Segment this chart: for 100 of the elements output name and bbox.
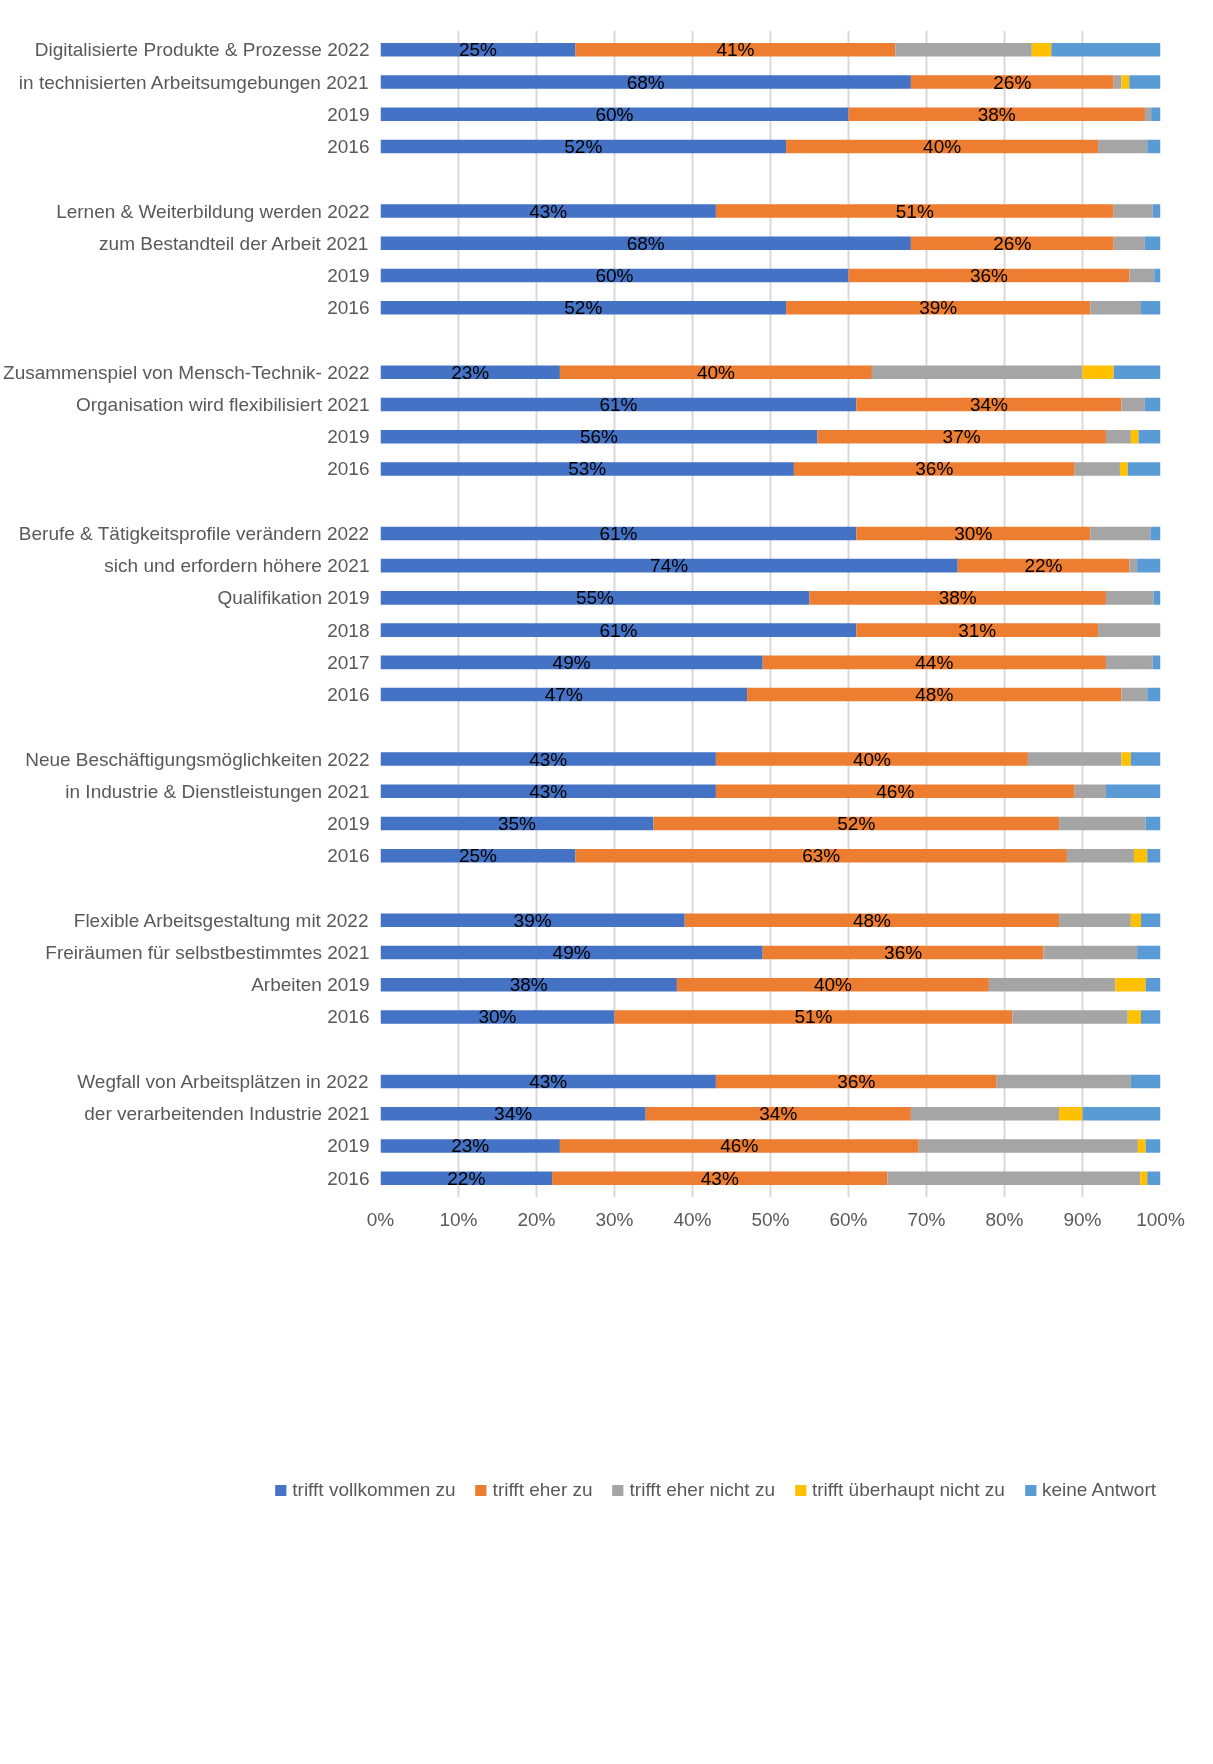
y-tick-label: Qualifikation 2019 <box>217 587 370 609</box>
bar <box>1129 268 1155 283</box>
data-label: 52% <box>564 136 603 158</box>
data-label: 35% <box>497 813 537 835</box>
bar <box>1129 558 1138 573</box>
data-label: 40% <box>852 748 892 770</box>
data-label: 49% <box>552 941 591 963</box>
bar <box>575 43 896 57</box>
bar <box>1012 1010 1128 1024</box>
bar <box>910 236 1114 251</box>
y-tick-label: Lernen & Weiterbildung werden 2022 <box>56 200 370 222</box>
data-label: 40% <box>923 136 962 158</box>
bar <box>1151 107 1161 122</box>
legend-label: trifft eher nicht zu <box>629 1479 775 1501</box>
y-tick-label: 2017 <box>327 651 370 673</box>
data-label: 60% <box>595 265 634 287</box>
bar <box>676 977 989 992</box>
bar <box>996 1074 1131 1089</box>
x-tick-label: 30% <box>595 1208 634 1230</box>
y-tick-label: 2018 <box>327 619 370 641</box>
bar <box>910 1106 1060 1121</box>
bar <box>1051 43 1161 57</box>
y-tick-label: Freiräumen für selbstbestimmtes 2021 <box>45 941 370 963</box>
data-label: 51% <box>895 200 934 222</box>
data-label: 63% <box>802 845 841 867</box>
data-label: 43% <box>529 780 568 802</box>
data-label: 34% <box>759 1103 798 1125</box>
bar <box>1059 1106 1083 1121</box>
bar <box>380 526 857 541</box>
data-label: 39% <box>919 297 958 319</box>
y-tick-label: 2019 <box>327 426 370 448</box>
bar <box>380 945 763 960</box>
y-tick-label: 2019 <box>327 813 370 835</box>
bar <box>380 429 818 444</box>
bar <box>380 623 857 637</box>
bar <box>747 687 1122 702</box>
bar <box>856 623 1099 637</box>
bar <box>1144 397 1161 412</box>
bar <box>1113 75 1122 89</box>
bar <box>552 1171 888 1185</box>
bar <box>380 204 716 218</box>
y-tick-label: in Industrie & Dienstleistungen 2021 <box>65 780 370 802</box>
bar <box>380 849 576 863</box>
data-label: 43% <box>529 200 568 222</box>
bar <box>1043 945 1138 960</box>
bar <box>1119 462 1128 476</box>
bar <box>575 849 1067 863</box>
bar <box>380 1139 560 1153</box>
data-label: 46% <box>720 1135 759 1157</box>
bar <box>380 591 810 605</box>
bar <box>1127 1010 1141 1024</box>
y-tick-label: Neue Beschäftigungsmöglichkeiten 2022 <box>25 748 370 770</box>
data-label: 36% <box>915 458 954 480</box>
bar <box>1145 1139 1161 1153</box>
data-label: 61% <box>599 522 638 544</box>
data-label: 61% <box>599 619 638 641</box>
bar <box>918 1139 1138 1153</box>
y-tick-label: 2019 <box>327 103 370 125</box>
bar <box>1031 43 1052 57</box>
bar <box>1150 526 1161 541</box>
bar <box>380 977 677 992</box>
data-label: 31% <box>958 619 997 641</box>
bar <box>1141 300 1161 315</box>
data-label: 52% <box>837 813 876 835</box>
y-tick-label: 2019 <box>327 1135 370 1157</box>
y-tick-label: 2016 <box>327 1006 370 1028</box>
legend-label: keine Antwort <box>1041 1479 1156 1501</box>
x-tick-label: 70% <box>907 1208 946 1230</box>
data-label: 51% <box>794 1006 833 1028</box>
bar <box>1082 1106 1161 1121</box>
bar <box>380 236 911 251</box>
bar <box>1140 1171 1148 1185</box>
data-label: 30% <box>954 522 993 544</box>
bar <box>988 977 1116 992</box>
bar <box>1141 1010 1161 1024</box>
bar <box>1121 75 1130 89</box>
bar <box>715 204 1114 218</box>
data-label: 38% <box>938 587 977 609</box>
y-tick-label: sich und erfordern höhere 2021 <box>104 555 370 577</box>
bar <box>1137 945 1161 960</box>
bar <box>1129 75 1161 89</box>
bar <box>1144 236 1161 251</box>
bar <box>380 558 958 573</box>
bar <box>380 43 576 57</box>
bar <box>817 429 1106 444</box>
data-label: 40% <box>696 361 736 383</box>
bar <box>762 655 1106 670</box>
bar <box>380 397 857 412</box>
bar <box>1147 687 1161 702</box>
x-tick-label: 80% <box>985 1208 1024 1230</box>
data-label: 23% <box>451 1135 490 1157</box>
data-label: 61% <box>599 393 638 415</box>
data-label: 49% <box>552 651 591 673</box>
y-tick-label: 2016 <box>327 297 370 319</box>
data-label: 38% <box>977 103 1016 125</box>
data-label: 43% <box>529 1070 568 1092</box>
bar <box>380 1010 615 1024</box>
bar <box>1098 139 1148 154</box>
bar <box>380 655 763 670</box>
bar <box>1145 977 1161 992</box>
